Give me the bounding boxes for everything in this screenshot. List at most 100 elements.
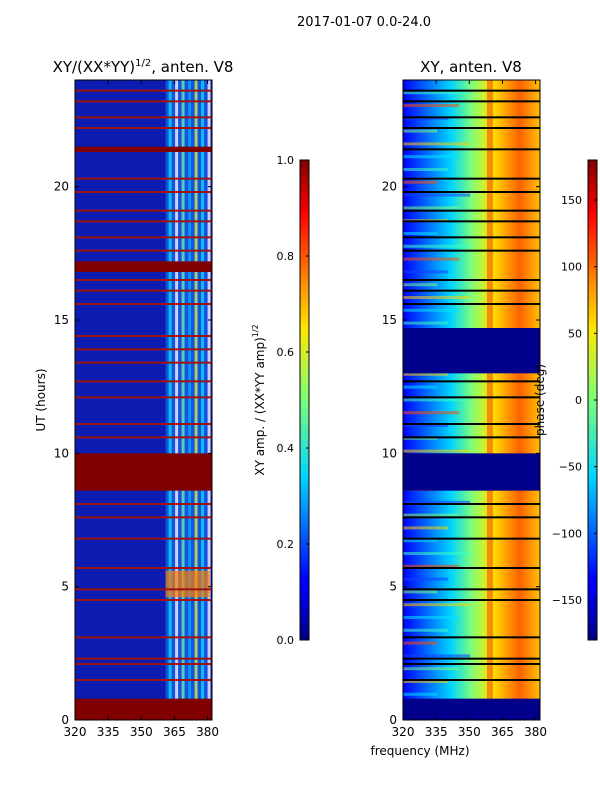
colorbar-label-exponent: 1/2	[251, 324, 260, 337]
axes-amplitude: 320 335 350 365 380 0 5 10 15 20	[54, 80, 219, 739]
title-exponent: 1/2	[135, 58, 151, 69]
figure-suptitle: 2017-01-07 0.0-24.0	[297, 15, 431, 30]
colorbar-amplitude-ticks: 0.0 0.2 0.4 0.6 0.8 1.0	[277, 154, 309, 647]
flagged-block	[75, 698, 212, 720]
phase-texture	[403, 308, 460, 312]
channel-stripe	[175, 80, 179, 720]
phase-texture	[403, 628, 449, 632]
colorbar-tick-label: 150	[561, 194, 582, 207]
y-tick-label: 0	[389, 713, 397, 727]
colorbar-tick-label: 1.0	[277, 154, 295, 167]
channel-stripe	[207, 80, 211, 720]
plot-frame-amplitude	[74, 79, 213, 721]
phase-texture	[403, 564, 460, 568]
colorbar-amplitude-gradient	[299, 159, 310, 641]
flagged-line	[403, 191, 540, 193]
flagged-line	[75, 303, 212, 305]
phase-texture	[403, 193, 471, 197]
panel-phase-title: XY, anten. V8	[420, 58, 522, 76]
flagged-line	[75, 100, 212, 103]
phase-texture	[403, 129, 438, 133]
phase-feature	[486, 80, 493, 720]
colorbar-tick-label: 100	[561, 261, 582, 274]
x-tick-label: 320	[392, 725, 415, 739]
y-tick-label: 0	[61, 713, 69, 727]
phase-texture	[403, 321, 449, 325]
ylabel-amplitude: UT (hours)	[34, 368, 48, 431]
x-tick-label: 380	[524, 725, 547, 739]
flagged-line	[403, 289, 540, 292]
flagged-line	[75, 236, 212, 239]
panel-phase: XY, anten. V8 320 335 350 365 380 0 5 10 15 20	[382, 58, 547, 739]
phase-texture	[403, 590, 438, 594]
flagged-line	[403, 636, 540, 639]
flagged-line	[75, 348, 212, 351]
colorbar-phase-label: phase (deg)	[533, 364, 547, 436]
phase-texture	[403, 667, 460, 671]
x-tick-label: 335	[425, 725, 448, 739]
phase-texture	[403, 449, 471, 453]
xlabel: frequency (MHz)	[370, 744, 469, 758]
colorbar-tick-label: −100	[552, 527, 582, 540]
colorbar-tick-label: −150	[552, 594, 582, 607]
flagged-line	[403, 177, 540, 180]
phase-texture	[403, 552, 471, 555]
flagged-line	[75, 516, 212, 519]
flagged-line	[403, 249, 540, 252]
flagged-line	[75, 567, 212, 569]
phase-texture	[403, 104, 460, 107]
flagged-line	[403, 89, 540, 92]
title-main: XY/(XX*YY)	[53, 58, 136, 76]
flagged-line	[75, 503, 212, 505]
flagged-line	[75, 127, 212, 129]
flagged-line	[403, 588, 540, 591]
flagged-line	[75, 249, 212, 252]
colorbar-tick-label: 0.0	[277, 634, 295, 647]
phase-texture	[403, 616, 460, 619]
phase-texture	[403, 206, 460, 210]
colorbar-amplitude-label: XY amp. / (XX*YY amp)1/2	[251, 324, 267, 475]
colorbar-tick-label: 0	[575, 394, 582, 407]
colorbar-tick-label: 0.2	[277, 538, 295, 551]
flagged-line	[403, 100, 540, 103]
flagged-line	[403, 279, 540, 281]
y-tick-label: 10	[382, 446, 397, 460]
flagged-line	[75, 89, 212, 92]
y-tick-label: 5	[61, 580, 69, 594]
phase-texture	[403, 91, 471, 95]
flagged-line	[75, 663, 212, 665]
flagged-line	[75, 220, 212, 223]
phase-texture	[403, 513, 460, 517]
phase-texture	[403, 180, 438, 184]
flagged-line	[403, 503, 540, 505]
phase-texture	[403, 539, 438, 543]
flagged-line	[403, 663, 540, 665]
y-tick-label: 5	[389, 580, 397, 594]
channel-stripe	[194, 80, 198, 720]
colorbar-tick-label: 50	[568, 327, 582, 340]
phase-texture	[403, 372, 449, 376]
panel-amplitude: XY/(XX*YY)1/2, anten. V8 320 335 350 365 380…	[34, 58, 233, 739]
colorbar-amplitude: 0.0 0.2 0.4 0.6 0.8 1.0 XY amp. / (XX*YY amp)…	[251, 154, 310, 647]
phase-texture	[403, 577, 449, 581]
colorbar-label-main: XY amp. / (XX*YY amp)	[253, 337, 267, 475]
x-tick-label: 335	[97, 725, 120, 739]
colorbar-tick-label: 0.4	[277, 442, 295, 455]
flagged-line	[403, 516, 540, 519]
y-tick-label: 20	[382, 180, 397, 194]
y-tick-label: 15	[382, 313, 397, 327]
phase-texture	[403, 257, 460, 261]
flagged-line	[75, 380, 212, 383]
flagged-line	[403, 657, 540, 660]
flagged-line	[75, 209, 212, 212]
x-tick-label: 380	[196, 725, 219, 739]
flagged-line	[75, 191, 212, 193]
flagged-block	[403, 328, 540, 374]
flagged-block	[75, 261, 212, 272]
phase-texture	[403, 142, 471, 146]
y-tick-label: 15	[54, 313, 69, 327]
heatmap-amplitude	[75, 80, 212, 720]
flagged-line	[403, 303, 540, 305]
colorbar-phase: phase (deg) −150 −100 −50 0 50 100 150	[533, 159, 598, 641]
phase-texture	[403, 680, 449, 683]
